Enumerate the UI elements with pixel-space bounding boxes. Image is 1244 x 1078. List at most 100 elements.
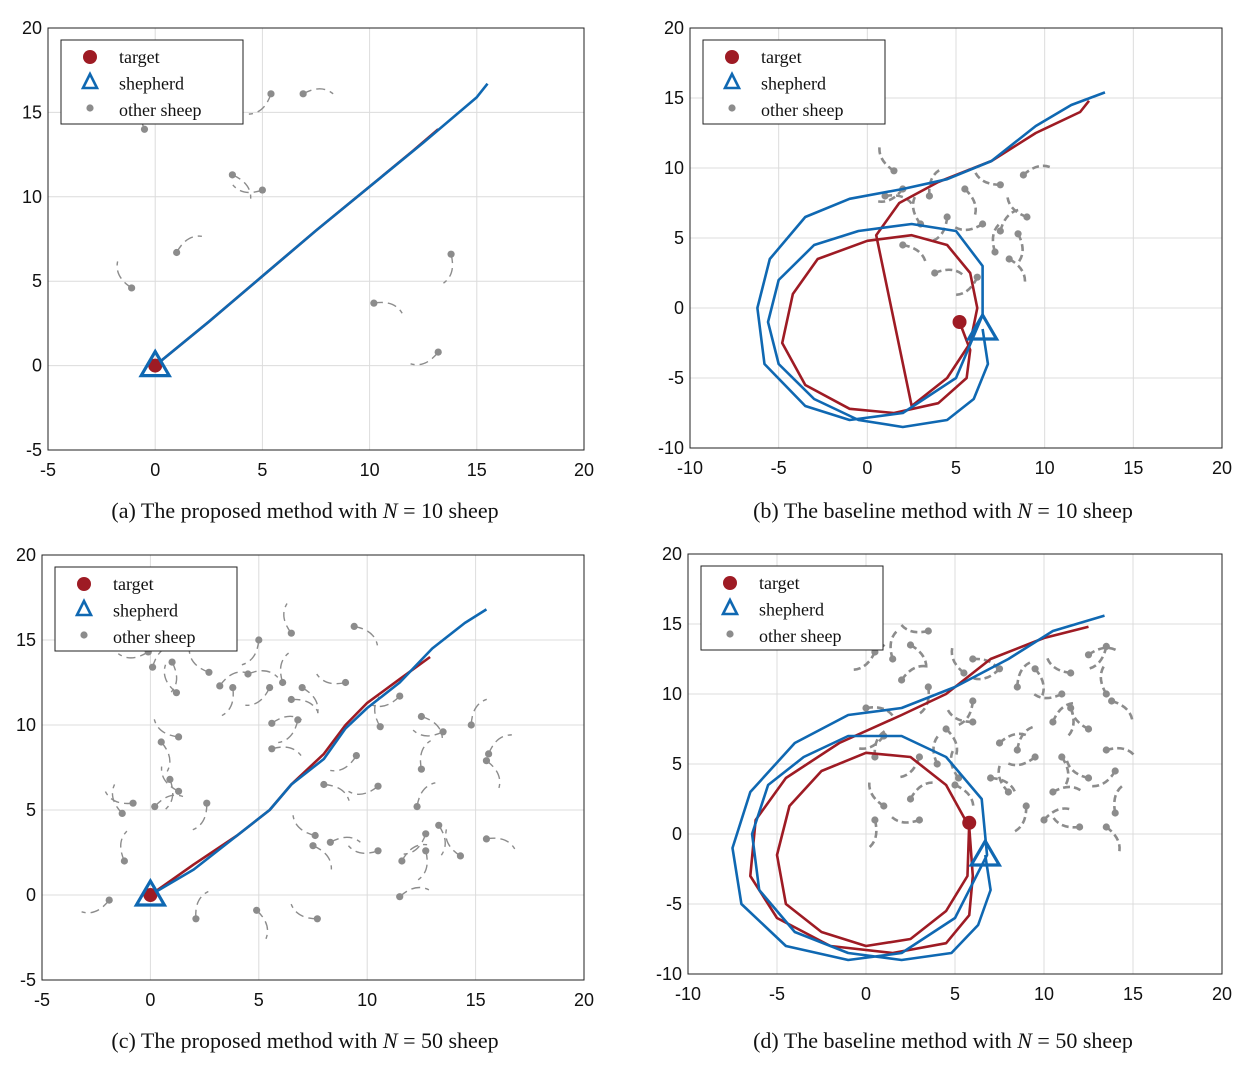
- sheep-point: [1084, 774, 1093, 782]
- x-tick-label: 5: [257, 460, 267, 480]
- sheep-point: [396, 893, 404, 901]
- x-tick-label: -10: [677, 458, 703, 478]
- sheep-point: [1013, 746, 1021, 754]
- sheep-point: [969, 718, 977, 726]
- sheep-point: [933, 760, 941, 768]
- caption-suffix: sheep: [449, 1028, 499, 1053]
- sheep-point: [987, 774, 995, 782]
- sheep-point: [268, 745, 276, 753]
- legend-sheep-marker: [86, 104, 94, 112]
- caption-variable: N: [1016, 1028, 1033, 1053]
- y-tick-label: -5: [20, 970, 36, 990]
- sheep-point: [1040, 816, 1048, 824]
- sheep-point: [374, 847, 382, 855]
- x-tick-label: -5: [34, 990, 50, 1010]
- sheep-point: [128, 284, 136, 292]
- sheep-point: [1084, 725, 1093, 733]
- legend-sheep-label: other sheep: [119, 100, 201, 120]
- sheep-point: [268, 719, 276, 727]
- panel-b: -10 -5 0 5 10 15 20 -10 -5 0 5 10 15 20 target shepherd…: [658, 18, 1232, 523]
- y-tick-label: 0: [674, 298, 684, 318]
- legend-sheep-marker: [726, 630, 734, 638]
- sheep-point: [881, 192, 889, 200]
- legend-shepherd-label: shepherd: [119, 74, 184, 94]
- shepherd-marker: [965, 311, 1000, 341]
- y-tick-label: -5: [26, 440, 42, 460]
- sheep-point: [253, 906, 261, 914]
- sheep-point: [890, 167, 898, 175]
- panel-c: -5 0 5 10 15 20 -5 0 5 10 15 20 target shepherd other …: [16, 545, 594, 1053]
- caption-text: (d) The baseline method with: [753, 1028, 1017, 1053]
- sheep-point: [961, 185, 969, 193]
- sheep-point: [1023, 213, 1031, 221]
- caption-equation: = 10: [398, 498, 449, 523]
- axes-box: [687, 553, 1223, 975]
- sheep-point: [352, 752, 360, 760]
- axes-box: [689, 27, 1223, 449]
- shepherd-marker: [968, 837, 1003, 867]
- sheep-point: [447, 250, 455, 258]
- caption-equation: = 50: [1032, 1028, 1083, 1053]
- sheep-point: [871, 816, 879, 824]
- sheep-point: [140, 125, 149, 133]
- x-tick-label: -5: [771, 458, 787, 478]
- caption-suffix: sheep: [1083, 1028, 1133, 1053]
- sheep-point: [192, 915, 200, 923]
- sheep-point: [298, 684, 306, 692]
- legend-target-label: target: [761, 47, 802, 67]
- y-tick-label: 0: [32, 356, 42, 376]
- y-tick-label: -5: [668, 368, 684, 388]
- sheep-point: [1058, 753, 1066, 761]
- sheep-point: [172, 689, 181, 697]
- target-marker: [148, 358, 163, 373]
- sheep-point: [951, 781, 959, 789]
- legend-target-label: target: [759, 573, 800, 593]
- sheep-point: [871, 753, 879, 761]
- sheep-point: [422, 830, 430, 838]
- sheep-point: [943, 213, 951, 221]
- caption-text: (c) The proposed method with: [111, 1028, 382, 1053]
- sheep-point: [299, 90, 307, 98]
- caption-variable: N: [382, 498, 399, 523]
- sheep-point: [396, 692, 404, 700]
- sheep-point: [294, 716, 302, 724]
- sheep-point: [1019, 171, 1027, 179]
- axes-box: [41, 554, 585, 981]
- y-tick-label: 10: [16, 715, 36, 735]
- caption-variable: N: [382, 1028, 399, 1053]
- shepherd-trajectory: [731, 614, 1105, 962]
- sheep-point: [350, 622, 358, 631]
- sheep-point: [969, 697, 977, 705]
- sheep-point: [954, 774, 963, 782]
- sheep-point: [216, 682, 224, 690]
- sheep-point: [862, 704, 870, 712]
- x-tick-label: 0: [861, 984, 871, 1004]
- caption-equation: = 50: [398, 1028, 449, 1053]
- sheep-point: [255, 636, 263, 644]
- x-tick-label: 10: [1035, 458, 1055, 478]
- sheep-point: [313, 915, 321, 923]
- x-tick-label: 15: [1123, 984, 1143, 1004]
- y-tick-label: 5: [672, 754, 682, 774]
- legend-sheep-label: other sheep: [761, 100, 843, 120]
- sheep-point: [398, 857, 406, 865]
- legend-shepherd-marker: [74, 598, 94, 617]
- y-tick-label: 15: [22, 102, 42, 122]
- sheep-point: [439, 728, 447, 736]
- legend-target-marker: [77, 577, 91, 591]
- sheep-point: [422, 847, 430, 855]
- y-tick-label: 0: [26, 885, 36, 905]
- sheep-point: [258, 186, 266, 194]
- sheep-point: [924, 627, 932, 635]
- sheep-point: [1111, 767, 1119, 775]
- sheep-point: [1031, 753, 1039, 761]
- sheep-point: [105, 896, 113, 904]
- target-marker: [952, 315, 967, 329]
- sheep-point: [287, 629, 295, 637]
- sheep-point: [996, 181, 1004, 189]
- sheep-point: [417, 765, 425, 773]
- target-trajectory: [748, 625, 1089, 955]
- panel-a: -5 0 5 10 15 20 -5 0 5 10 15 20 target shepherd other …: [22, 18, 594, 523]
- x-tick-label: 15: [466, 990, 486, 1010]
